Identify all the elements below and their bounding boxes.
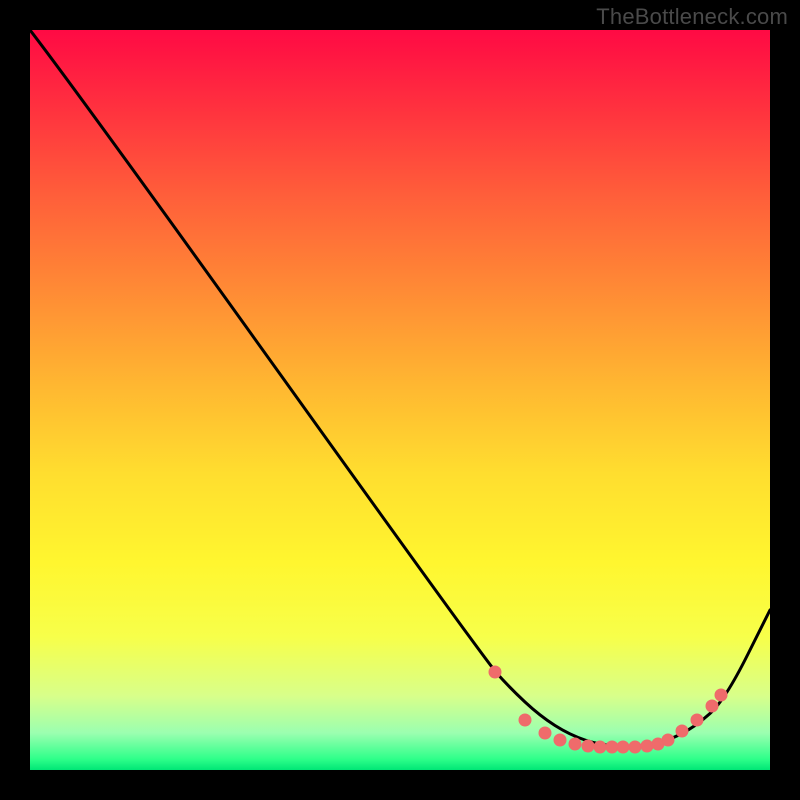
- data-marker: [539, 727, 551, 739]
- data-marker: [606, 741, 618, 753]
- data-marker: [594, 741, 606, 753]
- data-marker: [641, 740, 653, 752]
- data-marker: [617, 741, 629, 753]
- watermark-text: TheBottleneck.com: [596, 4, 788, 30]
- chart-canvas: TheBottleneck.com: [0, 0, 800, 800]
- data-marker: [489, 666, 501, 678]
- data-marker: [691, 714, 703, 726]
- data-marker: [519, 714, 531, 726]
- data-marker: [569, 738, 581, 750]
- gradient-background: [30, 30, 770, 770]
- data-marker: [715, 689, 727, 701]
- data-marker: [662, 734, 674, 746]
- data-marker: [676, 725, 688, 737]
- plot-area: [30, 30, 770, 770]
- data-marker: [706, 700, 718, 712]
- data-marker: [629, 741, 641, 753]
- data-marker: [582, 740, 594, 752]
- plot-svg: [30, 30, 770, 770]
- data-marker: [554, 734, 566, 746]
